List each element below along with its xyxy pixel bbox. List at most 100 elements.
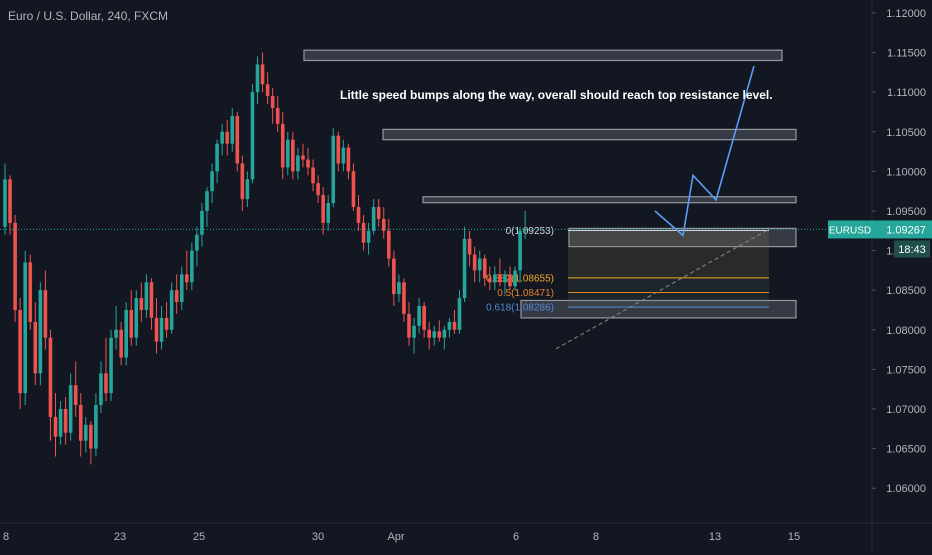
candle-body (48, 337, 53, 417)
candle-body (255, 64, 260, 93)
candle-body (326, 203, 330, 223)
resistance-zone (303, 49, 783, 62)
candle-body (225, 131, 229, 144)
candle-body (200, 210, 204, 235)
last-price-label: 1.09267 (886, 224, 926, 236)
candle-body (286, 139, 290, 168)
candle-body (230, 115, 235, 144)
candle-body (53, 416, 58, 437)
candle-body (43, 290, 48, 338)
candle-body (361, 222, 366, 243)
fib-level-label: 0.618(1.08286) (486, 303, 554, 314)
time-tick-label: 25 (193, 531, 205, 543)
candle-body (38, 290, 43, 374)
candle-body (356, 207, 361, 223)
candle-body (523, 229, 527, 231)
resistance-zones (303, 49, 797, 319)
countdown-badge (894, 240, 930, 258)
candle-body (488, 278, 492, 283)
price-axis-bg (872, 0, 932, 550)
resistance-zone (520, 299, 797, 319)
time-tick-label: 8 (593, 531, 599, 543)
candle-body (89, 424, 93, 449)
candle-body (23, 262, 27, 394)
candle-body (407, 313, 411, 338)
time-tick-label: Apr (387, 531, 404, 543)
candle-body (341, 147, 346, 164)
candle-body (452, 321, 457, 330)
symbol-badge-label: EURUSD (829, 225, 871, 236)
price-tick-label: 1.06500 (886, 444, 926, 456)
candle-body (99, 373, 103, 406)
candle-body (472, 254, 477, 271)
candle-body (306, 159, 310, 168)
candle-body (215, 143, 219, 172)
price-tick-label: 1.10000 (886, 166, 926, 178)
candle-body (467, 238, 472, 255)
candle-body (63, 408, 68, 433)
candle-body (376, 207, 381, 219)
candle-body (104, 373, 108, 394)
candle-body (412, 325, 416, 338)
candle-body (190, 250, 194, 283)
candle-body (351, 171, 356, 208)
candle-body (447, 321, 452, 330)
candle-body (169, 290, 174, 330)
candle-body (144, 282, 149, 310)
candle-body (442, 329, 447, 338)
candle-body (205, 191, 209, 211)
candle-body (210, 171, 214, 192)
countdown-label: 18:43 (898, 244, 926, 256)
candle-body (149, 282, 154, 318)
candle-body (513, 270, 517, 287)
candle-body (498, 274, 502, 283)
price-tick-label: 1.06000 (886, 483, 926, 495)
candle-body (316, 183, 320, 196)
candle-body (417, 306, 421, 326)
fib-level-label: 0(1.09253) (506, 226, 554, 237)
candle-body (397, 282, 401, 295)
price-tick-label: 1.10500 (886, 127, 926, 139)
rising-trendline (555, 228, 770, 350)
fib-retracement: 0(1.09253)0.382(1.08655)0.5(1.08471)0.61… (486, 226, 769, 314)
candle-body (346, 147, 351, 172)
candle-body (301, 155, 305, 160)
candle-body (174, 290, 179, 303)
candle-body (139, 298, 144, 310)
price-tick-label: 1.07000 (886, 404, 926, 416)
candle-body (129, 309, 134, 338)
candle-body (321, 195, 325, 223)
candle-body (387, 230, 391, 259)
candle-body (58, 408, 63, 437)
chart-title: Euro / U.S. Dollar, 240, FXCM (8, 9, 169, 23)
candle-body (240, 163, 245, 200)
candle-body (185, 274, 189, 283)
candle-body (493, 274, 497, 283)
candle-body (195, 234, 199, 251)
candle-body (33, 321, 38, 374)
candle-body (18, 309, 22, 394)
candle-body (381, 218, 386, 231)
candle-body (275, 108, 280, 124)
time-tick-label: 13 (709, 531, 721, 543)
candle-body (260, 64, 265, 85)
overlays (0, 65, 872, 350)
chart-annotation: Little speed bumps along the way, overal… (340, 88, 773, 102)
price-tick-label: 1.11000 (887, 87, 926, 99)
price-tick-label: 1.07500 (886, 364, 926, 376)
candle-body (154, 317, 159, 342)
candle-body (114, 329, 118, 338)
candle-body (235, 115, 240, 164)
candle-body (508, 274, 512, 287)
candle-body (124, 309, 128, 358)
resistance-zone (568, 227, 797, 248)
candle-body (265, 84, 270, 97)
candle-body (291, 139, 295, 172)
candle-body (427, 329, 431, 338)
candle-body (280, 123, 285, 168)
candle-body (432, 331, 437, 338)
candle-body (164, 317, 169, 330)
